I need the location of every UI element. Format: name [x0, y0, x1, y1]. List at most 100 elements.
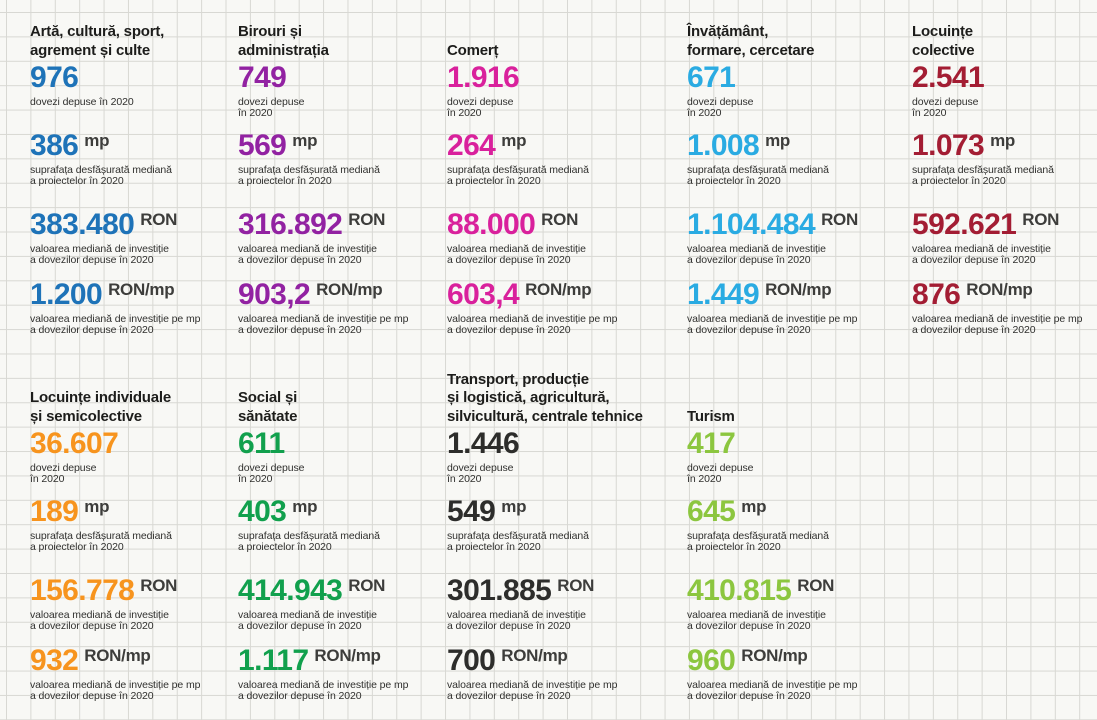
stat-value-row: 403 mp	[238, 496, 433, 528]
stat-unit: RON	[140, 576, 178, 595]
stat-value: 1.104.484	[687, 208, 816, 241]
stat-dovezi: 1.916 dovezi depuse în 2020	[447, 62, 662, 128]
title-box: Locuințe colective	[912, 14, 1092, 60]
stat-valoare-investitie: 88.000 RON valoarea mediană de investiți…	[447, 209, 662, 277]
stat-value: 903,2	[238, 278, 311, 311]
stat-desc: suprafața desfășurată mediană a proiecte…	[447, 529, 589, 554]
stat-value-row: 960 RON/mp	[687, 645, 887, 677]
stat-desc: suprafața desfășurată mediană a proiecte…	[30, 529, 172, 554]
stat-desc: dovezi depuse în 2020	[447, 95, 514, 120]
stat-value-row: 414.943 RON	[238, 575, 433, 607]
stat-desc: valoarea mediană de investiție a dovezil…	[238, 608, 377, 633]
category-title: Locuințe individuale și semicolective	[30, 389, 172, 425]
stat-value: 403	[238, 495, 287, 528]
stat-unit: RON/mp	[316, 280, 383, 299]
stat-value-row: 749	[238, 62, 433, 94]
stat-value: 976	[30, 61, 79, 94]
card-birouri-administratie: Birouri și administrația 749 dovezi depu…	[238, 14, 433, 337]
stat-value-row: 1.008 mp	[687, 130, 897, 162]
stat-desc: dovezi depuse în 2020	[238, 461, 305, 486]
stat-value-row: 671	[687, 62, 897, 94]
stat-unit: RON/mp	[314, 646, 381, 665]
stat-desc: valoarea mediană de investiție pe mp a d…	[447, 678, 618, 703]
stat-value: 549	[447, 495, 496, 528]
stat-value-row: 383.480 RON	[30, 209, 226, 241]
stat-unit: RON/mp	[525, 280, 592, 299]
stat-value: 1.449	[687, 278, 760, 311]
stat-unit: RON	[797, 576, 835, 595]
stat-value-row: 569 mp	[238, 130, 433, 162]
stat-desc: dovezi depuse în 2020	[30, 461, 97, 486]
stat-value-row: 1.073 mp	[912, 130, 1092, 162]
stat-dovezi: 611 dovezi depuse în 2020	[238, 428, 433, 494]
stat-value: 1.200	[30, 278, 103, 311]
stat-value: 36.607	[30, 427, 119, 460]
stat-value: 301.885	[447, 574, 552, 607]
stat-value: 671	[687, 61, 736, 94]
stat-value: 569	[238, 129, 287, 162]
stat-value-row: 2.541	[912, 62, 1092, 94]
stat-unit: RON	[1022, 210, 1060, 229]
stat-unit: RON/mp	[84, 646, 151, 665]
stat-value: 1.446	[447, 427, 520, 460]
stat-value: 1.117	[238, 644, 309, 677]
category-title: Artă, cultură, sport, agrement și culte	[30, 23, 165, 59]
stat-value-row: 386 mp	[30, 130, 226, 162]
stat-unit: RON/mp	[966, 280, 1033, 299]
stat-unit: RON	[821, 210, 858, 229]
card-turism: Turism 417 dovezi depuse în 2020 645 mp …	[687, 360, 887, 703]
stat-desc: dovezi depuse în 2020	[687, 461, 754, 486]
stat-unit: RON/mp	[765, 280, 832, 299]
stat-valoare-pe-mp: 876 RON/mp valoarea mediană de investiți…	[912, 279, 1092, 337]
stat-desc: dovezi depuse în 2020	[30, 95, 134, 108]
stat-desc: suprafața desfășurată mediană a proiecte…	[687, 529, 829, 554]
card-invatamant: Învățământ, formare, cercetare 671 dovez…	[687, 14, 897, 337]
stat-value-row: 264 mp	[447, 130, 662, 162]
stat-desc: dovezi depuse în 2020	[912, 95, 979, 120]
stat-value: 960	[687, 644, 736, 677]
stat-value-row: 611	[238, 428, 433, 460]
stat-dovezi: 2.541 dovezi depuse în 2020	[912, 62, 1092, 128]
stat-value: 592.621	[912, 208, 1017, 241]
stat-desc: valoarea mediană de investiție pe mp a d…	[30, 678, 201, 703]
category-title: Social și sănătate	[238, 389, 298, 425]
category-title: Transport, producție și logistică, agric…	[447, 371, 643, 425]
stat-value-row: 603,4 RON/mp	[447, 279, 662, 311]
stat-suprafata: 386 mp suprafața desfășurată mediană a p…	[30, 130, 226, 207]
stat-dovezi: 749 dovezi depuse în 2020	[238, 62, 433, 128]
stat-value-row: 1.449 RON/mp	[687, 279, 897, 311]
stat-value: 316.892	[238, 208, 343, 241]
stat-dovezi: 671 dovezi depuse în 2020	[687, 62, 897, 128]
stat-unit: mp	[501, 497, 527, 516]
stat-unit: mp	[292, 497, 318, 516]
stat-value: 645	[687, 495, 736, 528]
stat-desc: valoarea mediană de investiție pe mp a d…	[687, 678, 858, 703]
stat-unit: RON/mp	[741, 646, 808, 665]
stat-unit: mp	[292, 131, 318, 150]
title-box: Birouri și administrația	[238, 14, 433, 60]
stat-value-row: 903,2 RON/mp	[238, 279, 433, 311]
stat-value-row: 1.104.484 RON	[687, 209, 897, 241]
stat-valoare-pe-mp: 700 RON/mp valoarea mediană de investiți…	[447, 645, 677, 703]
stat-valoare-pe-mp: 903,2 RON/mp valoarea mediană de investi…	[238, 279, 433, 337]
stat-unit: RON	[348, 576, 386, 595]
stat-value: 156.778	[30, 574, 135, 607]
stat-desc: suprafața desfășurată mediană a proiecte…	[912, 163, 1054, 188]
stat-desc: valoarea mediană de investiție a dovezil…	[687, 608, 826, 633]
stat-valoare-investitie: 383.480 RON valoarea mediană de investiț…	[30, 209, 226, 277]
title-box: Social și sănătate	[238, 360, 433, 426]
card-arta-cultura: Artă, cultură, sport, agrement și culte …	[30, 14, 226, 337]
stat-value-row: 36.607	[30, 428, 235, 460]
title-box: Învățământ, formare, cercetare	[687, 14, 897, 60]
stat-suprafata: 569 mp suprafața desfășurată mediană a p…	[238, 130, 433, 207]
stat-desc: valoarea mediană de investiție pe mp a d…	[447, 312, 618, 337]
stat-desc: valoarea mediană de investiție a dovezil…	[687, 242, 826, 267]
stat-unit: RON/mp	[108, 280, 175, 299]
stat-value: 611	[238, 427, 285, 460]
stat-value-row: 417	[687, 428, 887, 460]
stat-value-row: 1.446	[447, 428, 677, 460]
stat-desc: valoarea mediană de investiție pe mp a d…	[30, 312, 201, 337]
stat-valoare-investitie: 316.892 RON valoarea mediană de investiț…	[238, 209, 433, 277]
stat-unit: RON	[140, 210, 178, 229]
stat-value-row: 932 RON/mp	[30, 645, 235, 677]
